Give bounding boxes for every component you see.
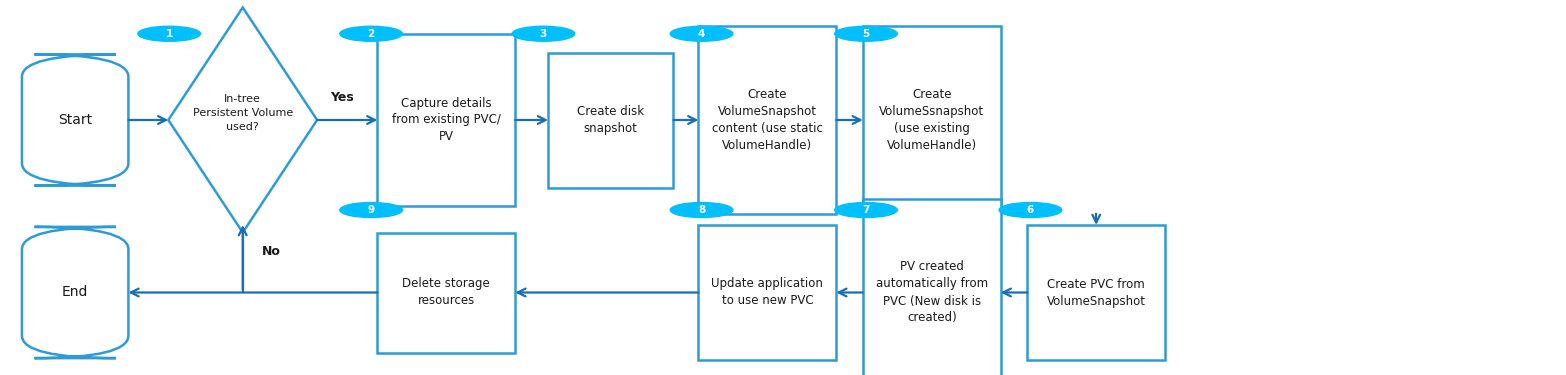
FancyBboxPatch shape xyxy=(548,53,673,188)
Text: 8: 8 xyxy=(698,205,705,215)
Text: 7: 7 xyxy=(863,205,869,215)
Text: Start: Start xyxy=(58,113,92,127)
Circle shape xyxy=(999,202,1062,217)
FancyBboxPatch shape xyxy=(377,232,515,352)
Text: Update application
to use new PVC: Update application to use new PVC xyxy=(711,278,824,308)
FancyBboxPatch shape xyxy=(863,26,1001,214)
Circle shape xyxy=(835,202,897,217)
Text: 2: 2 xyxy=(368,29,374,39)
Text: 9: 9 xyxy=(368,205,374,215)
Text: 1: 1 xyxy=(166,29,172,39)
FancyBboxPatch shape xyxy=(698,225,836,360)
Polygon shape xyxy=(169,8,316,232)
Text: Create PVC from
VolumeSnapshot: Create PVC from VolumeSnapshot xyxy=(1046,278,1146,308)
FancyBboxPatch shape xyxy=(863,199,1001,375)
FancyBboxPatch shape xyxy=(377,34,515,206)
Text: Yes: Yes xyxy=(330,91,354,104)
FancyBboxPatch shape xyxy=(22,227,128,358)
Circle shape xyxy=(512,26,575,41)
Text: Delete storage
resources: Delete storage resources xyxy=(402,278,490,308)
Text: 5: 5 xyxy=(863,29,869,39)
Text: Create disk
snapshot: Create disk snapshot xyxy=(578,105,644,135)
Text: No: No xyxy=(262,245,280,258)
Text: Create
VolumeSsnapshot
(use existing
VolumeHandle): Create VolumeSsnapshot (use existing Vol… xyxy=(879,88,985,152)
FancyBboxPatch shape xyxy=(698,26,836,214)
Circle shape xyxy=(670,26,733,41)
FancyBboxPatch shape xyxy=(22,54,128,186)
Circle shape xyxy=(670,202,733,217)
Circle shape xyxy=(835,26,897,41)
Text: 3: 3 xyxy=(540,29,547,39)
Text: End: End xyxy=(63,285,88,300)
Text: 4: 4 xyxy=(698,29,705,39)
Text: 6: 6 xyxy=(1027,205,1034,215)
Text: Capture details
from existing PVC/
PV: Capture details from existing PVC/ PV xyxy=(392,96,501,144)
Circle shape xyxy=(340,202,402,217)
Circle shape xyxy=(138,26,200,41)
FancyBboxPatch shape xyxy=(1027,225,1165,360)
Circle shape xyxy=(340,26,402,41)
Text: In-tree
Persistent Volume
used?: In-tree Persistent Volume used? xyxy=(193,93,293,132)
Text: Create
VolumeSnapshot
content (use static
VolumeHandle): Create VolumeSnapshot content (use stati… xyxy=(713,88,822,152)
Text: PV created
automatically from
PVC (New disk is
created): PV created automatically from PVC (New d… xyxy=(875,261,988,324)
